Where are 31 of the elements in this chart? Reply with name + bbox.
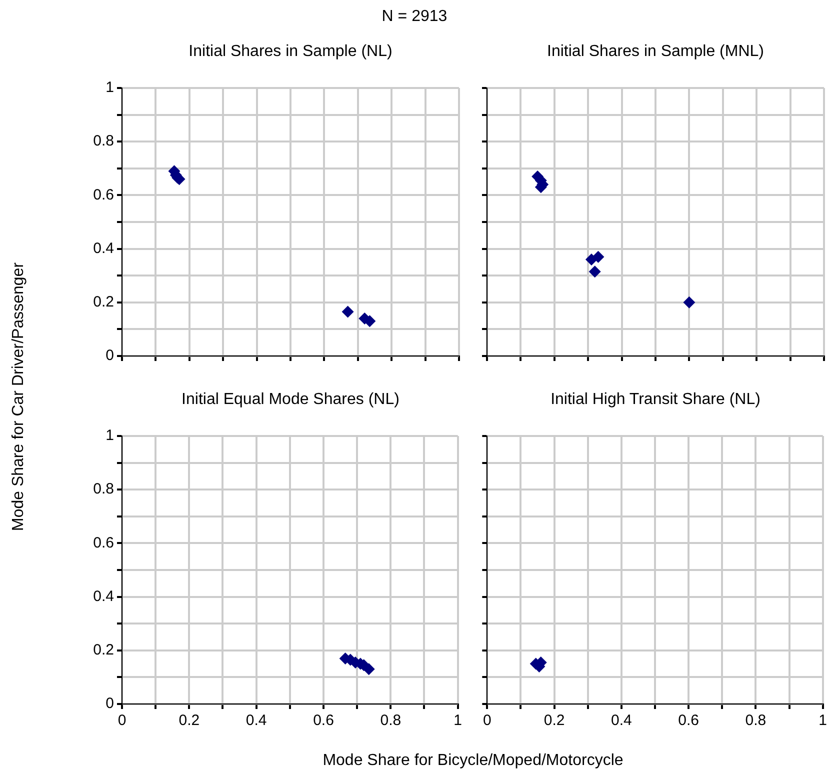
y-tick-label: 0.8 xyxy=(93,132,114,150)
x-tick-label: 0 xyxy=(118,712,126,730)
y-tick-label: 0.2 xyxy=(93,294,114,311)
x-tick-label: 0.8 xyxy=(380,712,402,730)
x-tick-label: 0 xyxy=(483,712,492,730)
y-tick-label: 1 xyxy=(106,79,114,96)
chart-title: Initial High Transit Share (NL) xyxy=(550,391,762,409)
x-tick-label: 0.4 xyxy=(611,712,632,730)
y-tick-label: 0.4 xyxy=(93,588,114,605)
x-tick-label: 0.2 xyxy=(178,712,200,730)
x-tick-label: 0.6 xyxy=(313,712,334,730)
y-tick-label: 1 xyxy=(106,427,114,444)
x-tick-label: 0.8 xyxy=(745,712,766,730)
x-tick-label: 0.6 xyxy=(678,712,699,730)
y-tick-label: 0 xyxy=(106,695,114,712)
x-tick-label: 1 xyxy=(818,712,827,730)
y-tick-label: 0.6 xyxy=(93,534,114,552)
y-tick-label: 0.6 xyxy=(93,186,114,204)
y-tick-label: 0.8 xyxy=(93,480,114,498)
y-axis-title: Mode Share for Car Driver/Passenger xyxy=(10,262,28,534)
y-tick-label: 0 xyxy=(106,347,114,364)
x-tick-label: 0.4 xyxy=(246,712,267,730)
x-tick-label: 1 xyxy=(454,712,462,730)
x-tick-label: 0.2 xyxy=(544,712,565,730)
chart-title: Initial Equal Mode Shares (NL) xyxy=(180,391,400,409)
y-tick-label: 0.2 xyxy=(93,642,114,659)
x-axis-title: Mode Share for Bicycle/Moped/Motorcycle xyxy=(322,752,624,770)
text: N = 2913 xyxy=(380,8,448,26)
chart-title: Initial Shares in Sample (NL) xyxy=(188,43,394,61)
y-tick-label: 0.4 xyxy=(93,240,114,257)
chart-title: Initial Shares in Sample (MNL) xyxy=(546,43,765,61)
